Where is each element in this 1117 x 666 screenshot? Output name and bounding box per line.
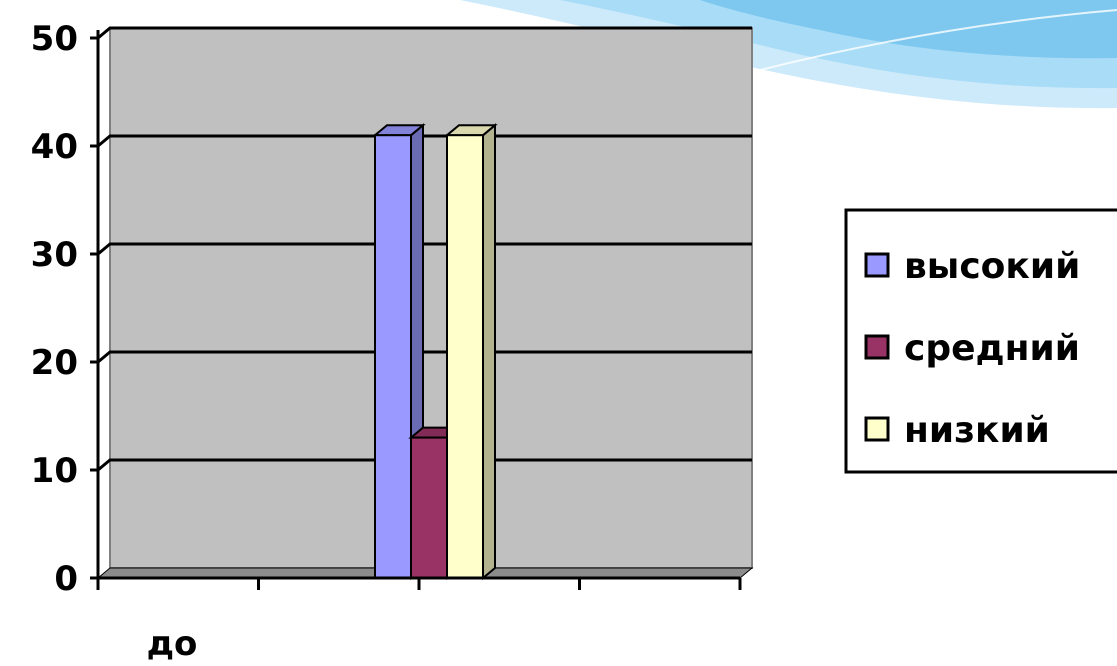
y-tick-label: 10 bbox=[31, 451, 78, 491]
legend-label: высокий bbox=[904, 246, 1080, 287]
bar-front-face bbox=[447, 135, 483, 578]
y-tick-label: 20 bbox=[31, 343, 78, 383]
bar-front-face bbox=[375, 135, 411, 578]
x-category-label: до bbox=[147, 624, 198, 664]
legend-swatch bbox=[866, 336, 888, 358]
legend-label: низкий bbox=[904, 410, 1050, 451]
y-tick-label: 0 bbox=[54, 559, 78, 599]
legend: высокий средний низкий bbox=[846, 210, 1117, 472]
bar-front-face bbox=[411, 438, 447, 578]
bar-side-face bbox=[483, 125, 495, 578]
y-tick-label: 40 bbox=[31, 127, 78, 167]
y-tick-label: 50 bbox=[31, 19, 78, 59]
legend-swatch bbox=[866, 254, 888, 276]
y-tick-label: 30 bbox=[31, 235, 78, 275]
legend-label: средний bbox=[904, 328, 1080, 369]
legend-swatch bbox=[866, 418, 888, 440]
bar-низкий bbox=[447, 125, 495, 578]
